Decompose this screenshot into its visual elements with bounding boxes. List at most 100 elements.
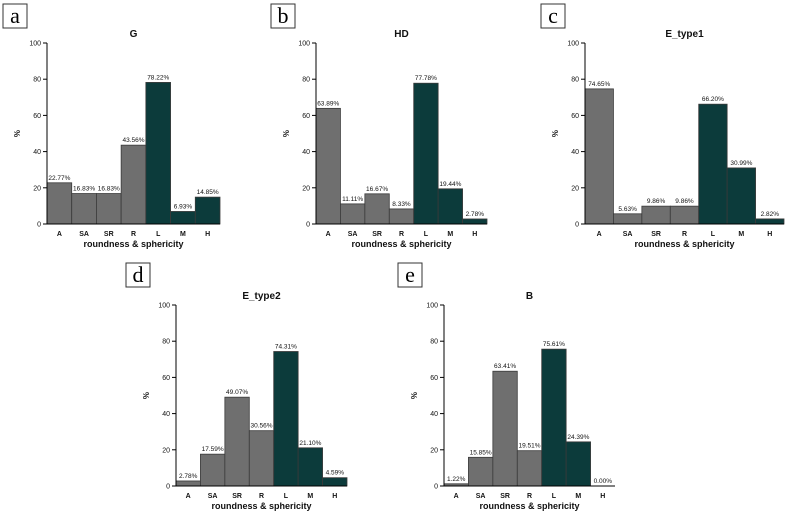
panel-e-xtick-A: A [454, 493, 459, 500]
panel-d-data-label-SA: 17.59% [202, 446, 224, 453]
panel-e-data-label-L: 75.61% [543, 341, 565, 348]
panel-e-xtick-R: R [527, 493, 532, 500]
panel-a-xtick-M: M [180, 231, 186, 238]
panel-b-ytick-20: 20 [302, 185, 310, 192]
panel-d-ytick-20: 20 [162, 447, 170, 454]
panel-c-xlabel: roundness & sphericity [634, 239, 734, 249]
panel-d-xtick-SA: SA [208, 493, 218, 500]
panel-a-data-label-R: 43.56% [122, 137, 144, 144]
panel-c-ylabel: % [551, 130, 560, 137]
panel-c-data-label-R: 9.86% [675, 198, 694, 205]
panel-a-ytick-0: 0 [37, 222, 41, 229]
panel-e-xtick-L: L [552, 493, 557, 500]
panel-d-ytick-0: 0 [166, 484, 170, 491]
panel-a-bar-M [170, 211, 196, 225]
panel-b-bar-H [462, 218, 488, 225]
panel-a-bar-SR [96, 193, 122, 225]
panel-c-data-label-SR: 9.86% [647, 198, 666, 205]
panel-a-data-label-SR: 16.83% [98, 186, 120, 193]
panel-c-ytick-20: 20 [571, 185, 579, 192]
panel-d-bar-H [322, 477, 348, 487]
panel-d-data-label-M: 21.10% [299, 440, 321, 447]
panel-d-ytick-80: 80 [162, 339, 170, 346]
panel-c-letter-box [540, 3, 566, 29]
panel-b-title: HD [394, 29, 408, 40]
panel-e-ytick-80: 80 [430, 339, 438, 346]
panel-b-xtick-H: H [472, 231, 477, 238]
panel-e-bar-R [516, 450, 543, 487]
panel-e-bar-L [541, 348, 567, 487]
panel-b-data-label-L: 77.78% [415, 75, 437, 82]
panel-b-bar-A [315, 107, 341, 225]
panel-d-letter: d [133, 262, 144, 287]
panel-b-xtick-L: L [424, 231, 429, 238]
panel-b-bar-SA [340, 203, 366, 225]
panel-c-letter: c [548, 3, 558, 28]
panel-c-bar-SA [613, 213, 643, 225]
panel-a-bar-H [194, 196, 221, 225]
panel-e-data-label-R: 19.51% [518, 443, 540, 450]
panel-d-data-label-SR: 49.07% [226, 389, 248, 396]
panel-e-xtick-SA: SA [476, 493, 486, 500]
panel-c-xtick-M: M [738, 231, 744, 238]
panel-b-xtick-R: R [399, 231, 404, 238]
panel-b-xtick-SA: SA [348, 231, 358, 238]
panel-c-data-label-SA: 5.63% [618, 206, 637, 213]
panel-e-xlabel: roundness & sphericity [479, 501, 579, 511]
panel-d-data-label-R: 30.56% [250, 423, 272, 430]
panel-e-ytick-40: 40 [430, 411, 438, 418]
panel-a-xtick-R: R [131, 231, 136, 238]
panel-d-bar-R [248, 430, 275, 487]
panel-a-ytick-80: 80 [33, 77, 41, 84]
panel-d-title: E_type2 [242, 291, 281, 302]
panel-c-data-label-M: 30.99% [730, 160, 752, 167]
panel-c-bar-M [726, 167, 756, 225]
panel-e-data-label-SR: 63.41% [494, 363, 516, 370]
panel-b-letter-box [270, 3, 296, 29]
panel-a-xtick-SA: SA [79, 231, 89, 238]
panel-b-xtick-M: M [447, 231, 453, 238]
panel-c-ytick-80: 80 [571, 77, 579, 84]
panel-c-ytick-100: 100 [567, 41, 579, 48]
panel-b-ytick-60: 60 [302, 113, 310, 120]
panel-a-ytick-40: 40 [33, 149, 41, 156]
panel-e-ytick-100: 100 [426, 303, 438, 310]
panel-b-ytick-80: 80 [302, 77, 310, 84]
panel-d-ylabel: % [142, 392, 151, 399]
panel-b-bar-SR [364, 193, 390, 225]
panel-c-data-label-H: 2.82% [761, 211, 780, 218]
panel-a-ylabel: % [13, 130, 22, 137]
panel-b-letter: b [278, 3, 289, 28]
panel-d-letter-box [125, 262, 151, 288]
panel-d-xtick-L: L [284, 493, 289, 500]
panel-e-ytick-20: 20 [430, 447, 438, 454]
panel-a-ytick-20: 20 [33, 185, 41, 192]
panel-a-data-label-M: 6.93% [174, 203, 193, 210]
panel-e-bar-SA [468, 456, 494, 487]
panel-b-ylabel: % [282, 130, 291, 137]
panel-c-ytick-60: 60 [571, 113, 579, 120]
panel-a-data-label-SA: 16.83% [73, 186, 95, 193]
panel-b-xlabel: roundness & sphericity [351, 239, 451, 249]
panel-a-data-label-A: 22.77% [48, 175, 70, 182]
panel-b-bar-M [437, 188, 463, 225]
panel-d-xtick-A: A [186, 493, 191, 500]
panel-c-bar-A [584, 88, 614, 225]
panel-d-data-label-A: 2.78% [179, 473, 198, 480]
panel-b-ytick-100: 100 [298, 41, 310, 48]
panel-a-letter: a [10, 3, 20, 28]
panel-b-ytick-40: 40 [302, 149, 310, 156]
panel-e-letter-box [397, 262, 423, 288]
panel-a-title: G [130, 29, 138, 40]
panel-d-xtick-R: R [259, 493, 264, 500]
panel-c-xtick-H: H [767, 231, 772, 238]
panel-e-xtick-SR: SR [500, 493, 510, 500]
panel-c-data-label-A: 74.65% [588, 81, 610, 88]
panel-e-ytick-60: 60 [430, 375, 438, 382]
panel-d-bar-SA [200, 453, 226, 487]
panel-e-data-label-A: 1.22% [447, 476, 466, 483]
panel-c-bar-H [755, 218, 785, 225]
panel-a-bar-A [46, 182, 73, 225]
panel-d-xtick-SR: SR [232, 493, 242, 500]
panel-a-xlabel: roundness & sphericity [83, 239, 183, 249]
